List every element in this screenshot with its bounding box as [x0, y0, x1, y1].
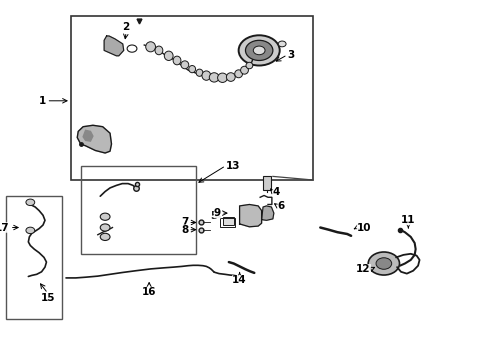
Text: 10: 10: [356, 222, 371, 233]
Ellipse shape: [202, 71, 210, 80]
Polygon shape: [104, 36, 123, 56]
Text: 4: 4: [272, 186, 280, 197]
Bar: [71, 16, 312, 180]
Circle shape: [100, 233, 110, 240]
Polygon shape: [261, 206, 273, 220]
Ellipse shape: [226, 73, 235, 81]
Bar: [81, 166, 195, 254]
Ellipse shape: [196, 69, 203, 76]
Polygon shape: [239, 204, 261, 227]
Ellipse shape: [188, 66, 195, 73]
Text: 8: 8: [181, 225, 188, 235]
Bar: [6, 196, 62, 319]
Text: 14: 14: [232, 275, 246, 285]
Ellipse shape: [217, 73, 227, 82]
Text: 6: 6: [277, 201, 285, 211]
Text: 5: 5: [210, 211, 217, 221]
Ellipse shape: [240, 66, 248, 74]
Ellipse shape: [155, 46, 163, 55]
Polygon shape: [77, 125, 111, 153]
Text: 17: 17: [0, 222, 10, 233]
Circle shape: [375, 258, 391, 269]
Text: 12: 12: [355, 264, 370, 274]
Ellipse shape: [181, 61, 188, 69]
Polygon shape: [83, 130, 93, 141]
Text: 9: 9: [213, 208, 221, 218]
Circle shape: [367, 252, 399, 275]
Text: 2: 2: [122, 22, 129, 32]
Bar: [220, 218, 234, 227]
Ellipse shape: [209, 73, 219, 82]
Ellipse shape: [173, 56, 181, 65]
Bar: [263, 176, 270, 190]
Text: 16: 16: [142, 287, 156, 297]
Circle shape: [245, 40, 272, 60]
Ellipse shape: [245, 62, 252, 69]
Circle shape: [100, 224, 110, 231]
Ellipse shape: [234, 70, 242, 78]
Text: 15: 15: [41, 293, 55, 303]
Circle shape: [100, 213, 110, 220]
Circle shape: [26, 199, 35, 206]
Circle shape: [278, 41, 285, 47]
Circle shape: [253, 46, 264, 55]
Text: 11: 11: [400, 215, 415, 225]
Bar: [223, 217, 233, 225]
Text: 13: 13: [225, 161, 240, 171]
Ellipse shape: [145, 42, 155, 52]
Ellipse shape: [164, 51, 173, 60]
Text: 3: 3: [287, 50, 294, 60]
Text: 7: 7: [181, 217, 188, 228]
Text: 1: 1: [39, 96, 46, 106]
Circle shape: [238, 35, 279, 66]
Circle shape: [26, 227, 35, 234]
